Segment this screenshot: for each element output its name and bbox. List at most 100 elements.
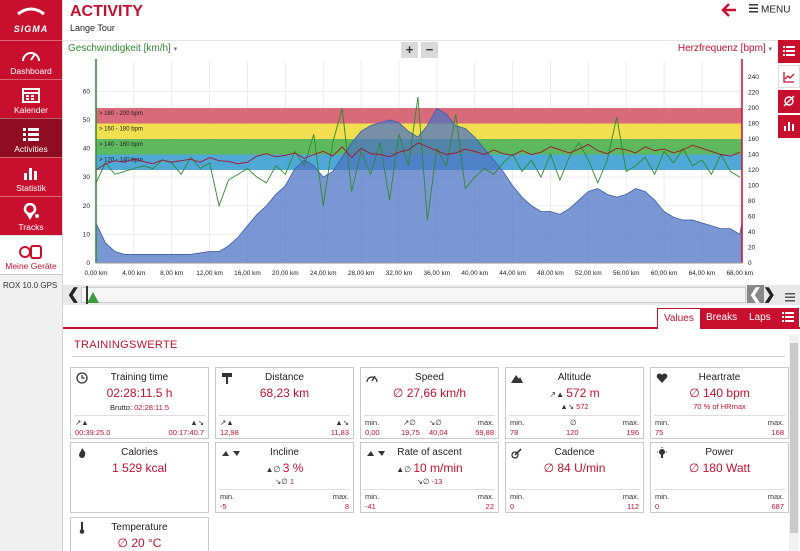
thermometer-icon: [76, 522, 89, 535]
card-sub: ↘∅ -13: [361, 477, 498, 486]
downhill-avg: 40,04: [429, 428, 448, 437]
nav-statistik[interactable]: Statistik: [0, 157, 62, 196]
card-label: Rate of ascent: [397, 447, 462, 458]
chevron-right-icon[interactable]: ❯: [763, 286, 776, 303]
min-value: -5: [220, 502, 227, 511]
x-tick-label: 8,00 km: [160, 270, 183, 277]
card-heartrate: Heartrate ∅ 140 bpm 70 % of HRmax min. m…: [650, 367, 789, 439]
right-tick-label: 120: [748, 167, 759, 174]
scrollbar-thumb[interactable]: [790, 343, 798, 533]
hamburger-icon[interactable]: [785, 289, 795, 307]
nav-label: Dashboard: [10, 66, 52, 76]
detail-tabs: Values Breaks Laps: [63, 305, 800, 329]
brand-wordmark: SIGMA: [13, 24, 49, 34]
card-power: Power ∅ 180 Watt min. max. 0 687: [650, 442, 789, 513]
card-divider: [364, 489, 495, 490]
hr-zone-label: > 160 - 180 bpm: [99, 127, 143, 133]
nav-meine-geraete[interactable]: Meine Geräte: [0, 235, 62, 274]
uphill-icon: ↗▲: [220, 418, 234, 427]
lightbulb-icon: [656, 447, 669, 460]
activity-chart[interactable]: > 180 - 200 bpm > 160 - 180 bpm > 140 - 16…: [63, 40, 778, 285]
altitude-up-value: 572 m: [566, 386, 600, 400]
left-tick-label: 10: [83, 231, 91, 238]
chevron-left-icon[interactable]: ❮: [747, 285, 764, 303]
line-chart-button[interactable]: [778, 65, 800, 88]
tab-values[interactable]: Values: [657, 308, 701, 329]
min-label: min.: [655, 492, 670, 501]
zoom-out-button[interactable]: −: [421, 42, 438, 58]
right-tick-label: 40: [748, 229, 756, 236]
nav-label: Meine Geräte: [5, 261, 57, 271]
downhill-avg-icon: ↘∅: [274, 477, 290, 486]
device-name[interactable]: ROX 10.0 GPS: [0, 274, 62, 294]
card-value: 02:28:11.5 h: [106, 386, 173, 400]
tab-list-button[interactable]: [777, 308, 799, 329]
card-calories: Calories 1 529 kcal: [70, 442, 209, 513]
min-value: 78: [510, 428, 519, 437]
nav-kalender[interactable]: Kalender: [0, 79, 62, 118]
clock-icon: [76, 372, 89, 385]
zones-button[interactable]: [778, 115, 800, 138]
uphill-icon: ↗▲: [549, 390, 567, 399]
nav-activities[interactable]: Activities: [0, 118, 62, 157]
left-tick-label: 40: [83, 146, 91, 153]
sigma-logo[interactable]: SIGMA: [0, 0, 62, 40]
min-label: min.: [220, 492, 235, 501]
chart-range-slider[interactable]: ❮ ❮ ❯: [63, 285, 800, 305]
mountain-icon: [511, 372, 524, 385]
card-rate-of-ascent: Rate of ascent ▲∅ 10 m/min ↘∅ -13 min. m…: [360, 442, 499, 513]
average-icon: [783, 95, 795, 107]
sidebar: SIGMA Dashboard Kalender Activities Stat…: [0, 0, 63, 551]
card-value: 68,23 km: [259, 386, 310, 400]
hamburger-icon: [749, 4, 758, 16]
list-view-button[interactable]: [778, 40, 800, 63]
chart-svg[interactable]: > 180 - 200 bpm > 160 - 180 bpm > 140 - 16…: [63, 41, 778, 286]
left-tick-label: 60: [83, 88, 91, 95]
chevron-down-icon: ▾: [173, 46, 178, 53]
tab-laps[interactable]: Laps: [743, 308, 777, 329]
max-label: max.: [767, 418, 784, 427]
right-metric-select[interactable]: Herzfrequenz [bpm] ▾: [678, 43, 772, 54]
training-values-panel: TRAININGSWERTE Training time 02:28:11.5 …: [63, 331, 789, 551]
nav-dashboard[interactable]: Dashboard: [0, 40, 62, 79]
chevron-left-icon[interactable]: ❮: [67, 286, 80, 303]
max-value: 8: [344, 502, 349, 511]
slider-track[interactable]: [81, 287, 746, 303]
max-label: max.: [477, 492, 494, 501]
left-tick-label: 30: [83, 174, 91, 181]
x-tick-label: 24,00 km: [310, 270, 337, 277]
zoom-in-button[interactable]: +: [401, 42, 418, 58]
heartrate-line: [95, 142, 740, 171]
downhill-icon: ▲↘: [190, 418, 204, 427]
hr-zone-label: > 140 - 160 bpm: [99, 142, 143, 148]
right-metric-label: Herzfrequenz [bpm]: [677, 43, 766, 54]
slider-handle[interactable]: [87, 292, 99, 303]
right-tick-label: 140: [748, 152, 759, 159]
card-divider: [219, 489, 350, 490]
left-metric-label: Geschwindigkeit [km/h]: [68, 43, 171, 54]
average-button[interactable]: [778, 90, 800, 113]
nav-label: Statistik: [16, 183, 46, 193]
x-tick-label: 52,00 km: [575, 270, 602, 277]
header: ACTIVITY Lange Tour MENU: [63, 0, 800, 40]
tab-breaks[interactable]: Breaks: [700, 308, 744, 329]
left-metric-select[interactable]: Geschwindigkeit [km/h] ▾: [68, 43, 177, 54]
x-tick-label: 60,00 km: [651, 270, 678, 277]
content-scrollbar[interactable]: [789, 335, 799, 551]
card-label: Heartrate: [698, 372, 741, 383]
right-tick-label: 20: [748, 245, 756, 252]
nav-tracks[interactable]: Tracks: [0, 196, 62, 235]
map-pin-icon: [0, 202, 62, 221]
card-sub: Brutto: 02:28:11.5: [109, 403, 170, 412]
average-icon: ∅: [570, 418, 577, 427]
brutto-time: 02:28:11.5: [134, 403, 170, 412]
min-label: min.: [365, 492, 380, 501]
menu-button[interactable]: MENU: [749, 4, 790, 16]
back-arrow-icon[interactable]: [720, 2, 738, 23]
heart-icon: [656, 372, 669, 385]
activity-name: Lange Tour: [70, 23, 115, 33]
bar-chart-icon: [0, 164, 62, 182]
min-label: min.: [510, 418, 525, 427]
line-chart-icon: [783, 72, 795, 83]
uphill-distance: 12,98: [220, 428, 239, 437]
